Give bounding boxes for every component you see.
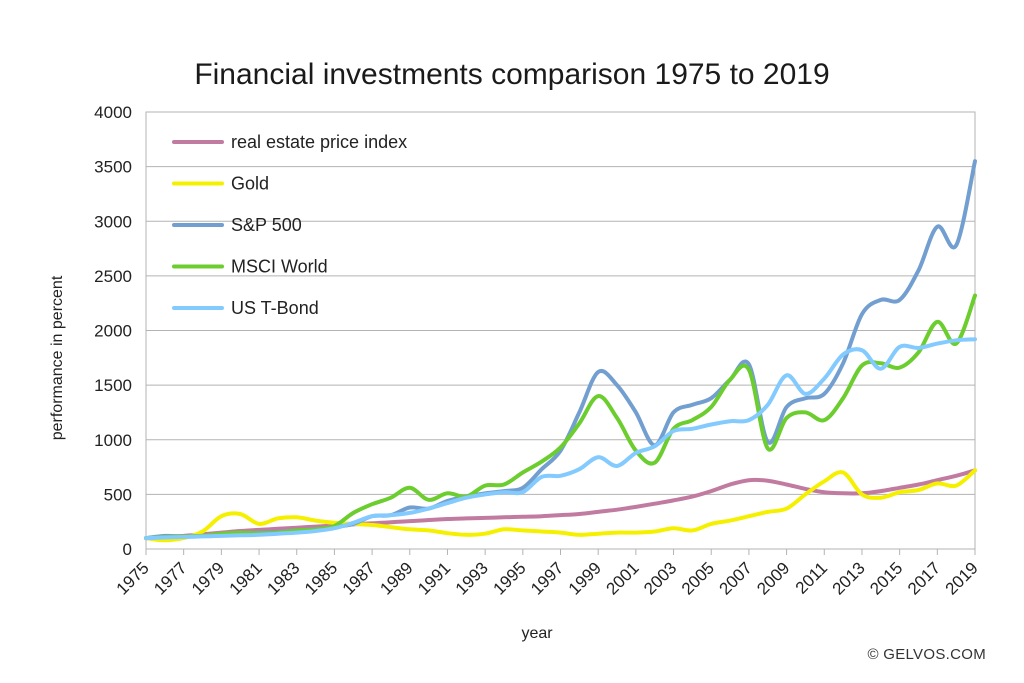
y-tick-label: 2000 — [94, 322, 132, 341]
x-tick-label: 2019 — [942, 558, 982, 598]
series-line-us-t-bond — [144, 337, 977, 541]
y-tick-label: 3500 — [94, 158, 132, 177]
y-tick-label: 1500 — [94, 376, 132, 395]
x-tick-label: 1977 — [150, 558, 190, 598]
x-tick-label: 2015 — [866, 558, 906, 598]
x-tick-label: 2013 — [829, 558, 869, 598]
x-tick-label: 1983 — [263, 558, 303, 598]
x-tick-label: 1997 — [527, 558, 567, 598]
y-tick-label: 2500 — [94, 267, 132, 286]
x-tick-label: 1993 — [452, 558, 492, 598]
y-tick-label: 0 — [123, 540, 132, 559]
x-tick-label: 1995 — [489, 558, 529, 598]
x-tick-label: 2001 — [603, 558, 643, 598]
series-layer — [144, 159, 977, 543]
series-line-real-estate-price-index — [144, 468, 977, 541]
x-tick-label: 1979 — [188, 558, 228, 598]
y-tick-label: 3000 — [94, 212, 132, 231]
x-tick-label: 1975 — [113, 558, 153, 598]
x-tick-label: 2007 — [716, 558, 756, 598]
x-tick-label: 2005 — [678, 558, 718, 598]
y-tick-label: 500 — [104, 485, 132, 504]
y-axis-label: performance in percent — [49, 275, 66, 440]
legend-label-msci-world: MSCI World — [231, 257, 328, 277]
chart-title: Financial investments comparison 1975 to… — [194, 58, 829, 91]
y-tick-label: 4000 — [94, 103, 132, 122]
x-axis-ticks: 1975197719791981198319851987198919911993… — [113, 549, 982, 599]
x-tick-label: 2017 — [904, 558, 944, 598]
y-axis-ticks: 0 500 1000 1500 2000 2500 3000 3500 4000 — [94, 103, 132, 559]
x-tick-label: 1991 — [414, 558, 454, 598]
series-line-msci-world — [144, 293, 977, 541]
legend-label-real-estate-price-index: real estate price index — [231, 132, 407, 152]
x-tick-label: 1981 — [226, 558, 266, 598]
x-tick-label: 1989 — [376, 558, 416, 598]
x-axis-label: year — [521, 625, 553, 642]
legend-label-s-p-500: S&P 500 — [231, 215, 302, 235]
x-tick-label: 2011 — [792, 558, 831, 597]
x-tick-label: 1985 — [301, 558, 341, 598]
legend-label-us-t-bond: US T-Bond — [231, 298, 319, 318]
x-tick-label: 1999 — [565, 558, 605, 598]
y-tick-label: 1000 — [94, 431, 132, 450]
x-tick-label: 2009 — [753, 558, 793, 598]
x-tick-label: 2003 — [640, 558, 680, 598]
legend: real estate price index Gold S&P 500 MSCI W… — [172, 132, 407, 318]
copyright-credit: © GELVOS.COM — [867, 646, 986, 663]
x-tick-label: 1987 — [339, 558, 379, 598]
series-line-gold — [144, 468, 977, 543]
legend-label-gold: Gold — [231, 174, 269, 194]
